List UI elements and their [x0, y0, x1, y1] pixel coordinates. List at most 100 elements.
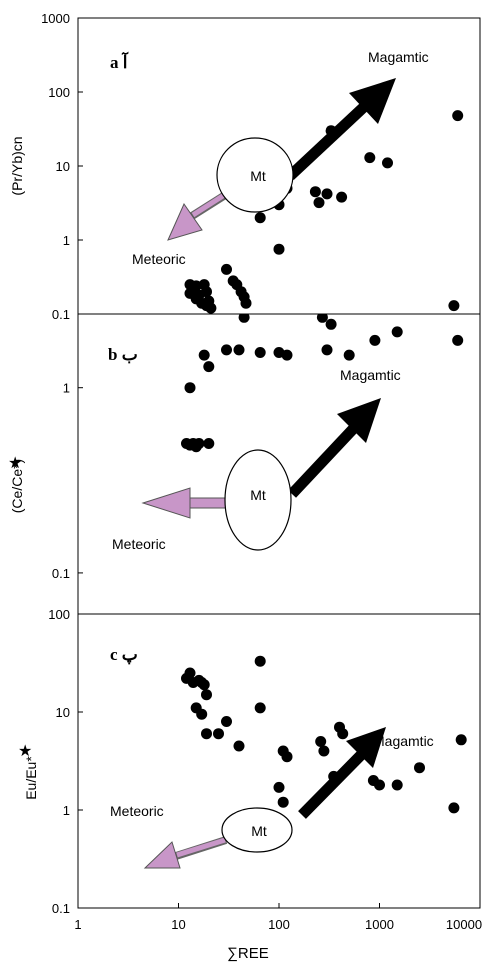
panel-c-label: c پ [110, 645, 138, 665]
panel-a-magmatic-arrow-shaft [286, 100, 370, 181]
y-tick-label: 1 [63, 381, 70, 396]
y-tick-label: 10 [56, 159, 70, 174]
data-point [254, 655, 266, 667]
panel-c-magmatic-arrow-head [346, 727, 386, 768]
data-point [233, 344, 245, 356]
data-point [448, 300, 460, 312]
data-point [198, 349, 210, 361]
panel-a-mt-label: Mt [250, 168, 266, 184]
data-point [364, 152, 376, 164]
data-point [321, 344, 333, 356]
data-point [391, 326, 403, 338]
x-tick-label: 1000 [365, 917, 394, 932]
panel-c-meteoric-arrow-shaft [176, 837, 226, 858]
data-point [254, 702, 266, 714]
data-point [452, 334, 464, 346]
data-point [213, 728, 224, 740]
panel-a-meteoric-arrow-head [167, 202, 203, 241]
panel-b-meteoric-arrow-shaft [185, 497, 227, 509]
panel-a-y-label: (Pr/Yb)cn [9, 136, 25, 195]
panel-b-y-axis: 0.11 [52, 381, 83, 581]
panel-c-meteoric-arrow-head [143, 841, 181, 869]
y-tick-label: 100 [48, 607, 70, 622]
x-tick-label: 1 [74, 917, 81, 932]
data-point [201, 286, 212, 298]
panel-c-mt-label: Mt [251, 823, 267, 839]
panel-c-meteoric-label: Meteoric [110, 803, 164, 819]
data-point [203, 438, 215, 449]
data-point [201, 728, 212, 740]
panel-b-label-box [95, 334, 165, 372]
panel-a-mt-ellipse [216, 137, 294, 213]
data-point [198, 679, 210, 691]
y-tick-label: 0.1 [52, 901, 70, 916]
data-point [313, 197, 325, 209]
data-point [414, 762, 425, 774]
panel-c-magmatic-arrow-shaft [298, 748, 368, 819]
data-point [240, 297, 252, 309]
data-point [448, 802, 460, 814]
panel-a-label-box [95, 40, 165, 80]
panel-b-mt-label: Mt [250, 487, 266, 503]
panel-a-magmatic-arrow-head [349, 78, 396, 124]
data-point [374, 779, 385, 791]
y-tick-label: 1 [63, 803, 70, 818]
panel-b-points [181, 314, 464, 453]
data-point [273, 243, 285, 255]
data-point [315, 736, 327, 747]
panel-b-magmatic-label: Magamtic [340, 367, 401, 383]
data-point [455, 734, 467, 746]
y-tick-label: 1 [63, 233, 70, 248]
data-point [281, 751, 293, 763]
data-point [221, 344, 232, 356]
panel-c-mt-ellipse [221, 807, 293, 853]
y-tick-label: 100 [48, 85, 70, 100]
x-axis: 1 10 100 1000 10000 [74, 903, 482, 932]
data-point [196, 708, 208, 720]
data-point [309, 186, 321, 198]
data-point [281, 349, 293, 361]
panel-a-y-axis: 0.1 1 10 100 1000 [41, 11, 83, 322]
panel-c: c پ 0.1 1 10 100 Eu/Eu* ★ Magamtic Meteoric… [18, 607, 481, 916]
panel-b-mt-ellipse [224, 449, 292, 551]
y-tick-label: 1000 [41, 11, 70, 26]
data-point [193, 438, 205, 449]
panel-c-magmatic-label: Magamtic [373, 733, 434, 749]
data-point [321, 188, 333, 200]
data-point [205, 302, 217, 314]
data-point [318, 745, 330, 757]
data-point [254, 347, 266, 358]
data-point [316, 314, 328, 323]
panel-a-label: a آ [110, 51, 129, 72]
data-point [221, 263, 232, 275]
star-icon: ★ [8, 455, 22, 472]
y-tick-label: 0.1 [52, 307, 70, 322]
data-point [184, 382, 196, 394]
data-point [337, 728, 349, 740]
panel-b-y-label: (Ce/Ce*) [9, 459, 25, 513]
panel-c-label-box [95, 634, 165, 672]
panel-c-y-axis: 0.1 1 10 100 [48, 607, 83, 916]
y-tick-label: 0.1 [52, 566, 70, 581]
data-point [391, 779, 403, 791]
data-point [221, 716, 232, 727]
data-point [203, 361, 215, 373]
data-point [452, 110, 464, 122]
panel-a: a آ 0.1 1 10 100 1000 (Pr/Yb)cn Magamtic Met… [9, 11, 481, 322]
panel-b-meteoric-label: Meteoric [112, 536, 166, 552]
panel-b: b ب 0.11 (Ce/Ce*) ★ Magamtic Meteoric Mt [8, 313, 481, 615]
data-point [238, 314, 250, 323]
x-tick-label: 100 [268, 917, 290, 932]
panel-a-meteoric-label: Meteoric [132, 251, 186, 267]
data-point [254, 212, 266, 224]
data-point [233, 740, 245, 752]
data-point [382, 157, 393, 169]
data-point [273, 781, 285, 793]
data-point [369, 334, 381, 346]
data-point [336, 191, 348, 203]
x-tick-label: 10000 [446, 917, 482, 932]
star-icon: ★ [18, 743, 32, 760]
data-point [325, 318, 337, 330]
panel-a-magmatic-label: Magamtic [368, 49, 429, 65]
